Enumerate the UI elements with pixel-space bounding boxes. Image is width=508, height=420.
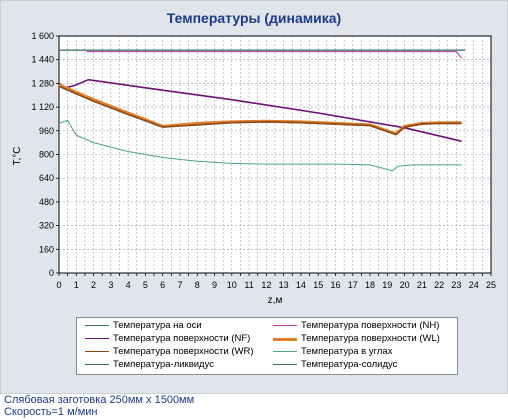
x-tick-label: 18	[365, 280, 375, 290]
legend-swatch	[273, 338, 297, 341]
legend-label: Температура поверхности (WR)	[113, 346, 254, 357]
legend-label: Температура на оси	[113, 320, 202, 331]
y-tick-label: 960	[39, 126, 54, 136]
legend-swatch	[273, 364, 297, 365]
x-tick-label: 6	[160, 280, 165, 290]
x-tick-label: 19	[382, 280, 392, 290]
series-line-2	[86, 51, 462, 59]
y-tick-label: 160	[39, 244, 54, 254]
x-tick-label: 7	[177, 280, 182, 290]
x-tick-label: 23	[451, 280, 461, 290]
legend-swatch	[85, 338, 109, 339]
legend-swatch	[273, 325, 297, 326]
x-tick-label: 20	[400, 280, 410, 290]
footer: Слябовая заготовка 250мм x 1500мм Скорос…	[4, 394, 194, 418]
x-tick-label: 5	[143, 280, 148, 290]
legend: Температура на оси Температура поверхност…	[76, 317, 458, 375]
footer-speed-label: Скорость=1 м/мин	[4, 406, 98, 418]
x-tick-label: 0	[56, 280, 61, 290]
x-tick-label: 11	[244, 280, 253, 290]
x-tick-label: 13	[279, 280, 289, 290]
y-tick-label: 640	[39, 173, 54, 183]
y-tick-label: 1 280	[31, 78, 54, 88]
x-tick-label: 2	[91, 280, 96, 290]
legend-swatch	[85, 351, 109, 352]
y-tick-label: 800	[39, 150, 54, 160]
x-tick-label: 14	[296, 280, 306, 290]
x-axis-label: z,м	[268, 295, 283, 306]
y-tick-label: 480	[39, 197, 54, 207]
legend-label: Температура поверхности (NH)	[301, 320, 440, 331]
legend-swatch	[273, 351, 297, 352]
x-tick-label: 10	[227, 280, 237, 290]
x-tick-label: 1	[74, 280, 79, 290]
series-line-6	[58, 119, 462, 172]
legend-label: Температура поверхности (WL)	[301, 333, 440, 344]
y-tick-label: 0	[49, 268, 54, 278]
chart-plot: 0 1 2 3 4 5 6 7 8 9 10 11 12 13 14 15 16 17 18 19 20 21 22 23 24…	[12, 31, 496, 306]
axis-layer: 0 1 2 3 4 5 6 7 8 9 10 11 12 13 14 15 16 17 18 19 20 21 22 23 24…	[31, 31, 496, 290]
y-axis-label: T,°C	[12, 147, 23, 166]
x-tick-label: 9	[212, 280, 217, 290]
x-tick-label: 21	[417, 280, 427, 290]
x-tick-label: 8	[195, 280, 200, 290]
x-tick-label: 17	[348, 280, 358, 290]
x-tick-label: 22	[434, 280, 444, 290]
series-line-3	[58, 78, 462, 142]
y-tick-label: 320	[39, 221, 54, 231]
footer-billet-label: Слябовая заготовка 250мм x 1500мм	[4, 394, 195, 406]
y-tick-label: 1 600	[31, 31, 54, 41]
legend-label: Температура поверхности (NF)	[113, 333, 251, 344]
x-tick-label: 3	[108, 280, 113, 290]
series-line-5	[58, 85, 462, 136]
x-tick-label: 12	[261, 280, 271, 290]
legend-label: Температура-ликвидус	[113, 359, 214, 370]
y-tick-label: 1 440	[31, 55, 54, 65]
chart-title: Температуры (динамика)	[166, 10, 342, 26]
x-tick-label: 24	[469, 280, 479, 290]
x-tick-label: 4	[126, 280, 131, 290]
y-tick-label: 1 120	[31, 102, 54, 112]
x-tick-label: 16	[330, 280, 340, 290]
series-layer	[58, 49, 466, 172]
x-tick-label: 15	[313, 280, 323, 290]
legend-swatch	[85, 364, 109, 365]
legend-label: Температура в углах	[301, 346, 393, 357]
legend-label: Температура-солидус	[301, 359, 398, 370]
legend-swatch	[85, 325, 109, 326]
x-tick-label: 25	[486, 280, 496, 290]
grid-layer	[59, 36, 491, 273]
